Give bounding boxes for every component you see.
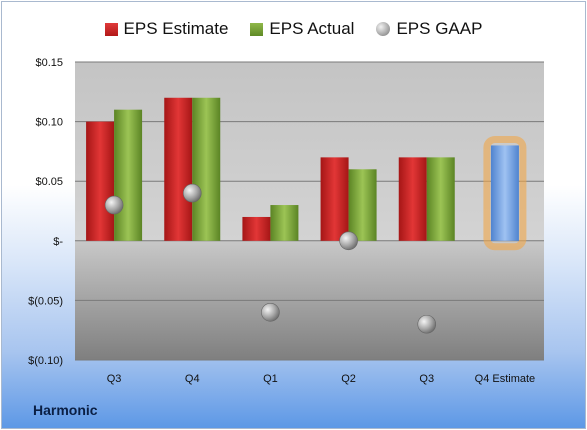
plot-area-positive	[75, 62, 544, 241]
bar-eps-actual	[348, 169, 377, 241]
bar-eps-estimate	[164, 97, 193, 241]
gray-circle-icon	[376, 22, 391, 36]
chart-legend: EPS Estimate EPS Actual EPS GAAP	[0, 16, 587, 42]
red-square-icon	[104, 22, 118, 36]
y-tick-label: $(0.10)	[28, 355, 63, 367]
bar-eps-estimate	[242, 216, 271, 241]
legend-label-eps-gaap: EPS GAAP	[396, 19, 483, 38]
y-tick-label: $(0.05)	[28, 295, 63, 307]
x-tick-label: Q4	[185, 373, 200, 385]
bar-eps-actual	[426, 157, 455, 241]
green-square-icon	[250, 22, 264, 36]
x-tick-label: Q2	[341, 373, 356, 385]
bar-eps-estimate	[320, 157, 349, 241]
marker-eps-gaap	[182, 183, 202, 203]
x-tick-label: Q3	[107, 373, 122, 385]
estimate-highlight	[483, 135, 527, 251]
legend-label-eps-actual: EPS Actual	[269, 19, 355, 38]
legend-label-eps-estimate: EPS Estimate	[123, 19, 229, 38]
legend-item-eps-gaap: EPS GAAP	[376, 19, 482, 39]
marker-eps-gaap	[417, 314, 437, 334]
legend-item-eps-actual: EPS Actual	[250, 19, 354, 39]
bar-eps-actual	[270, 205, 299, 241]
y-tick-label: $0.05	[35, 176, 63, 188]
bar-eps-estimate	[398, 157, 427, 241]
marker-eps-gaap	[339, 231, 358, 251]
y-tick-label: $-	[53, 236, 63, 248]
x-tick-label: Q1	[263, 373, 278, 385]
y-tick-label: $0.10	[35, 117, 63, 129]
x-tick-label: Q3	[419, 373, 434, 385]
bar-eps-estimate-next	[490, 145, 519, 241]
x-tick-label: Q4 Estimate	[475, 373, 536, 385]
marker-eps-gaap	[104, 195, 124, 215]
bar-eps-estimate	[86, 121, 115, 241]
legend-item-eps-estimate: EPS Estimate	[104, 19, 229, 39]
bar-eps-actual	[114, 109, 143, 241]
y-tick-label: $0.15	[35, 57, 63, 69]
bar-eps-actual	[192, 97, 221, 241]
company-name: Harmonic	[33, 402, 98, 418]
marker-eps-gaap	[261, 303, 280, 322]
